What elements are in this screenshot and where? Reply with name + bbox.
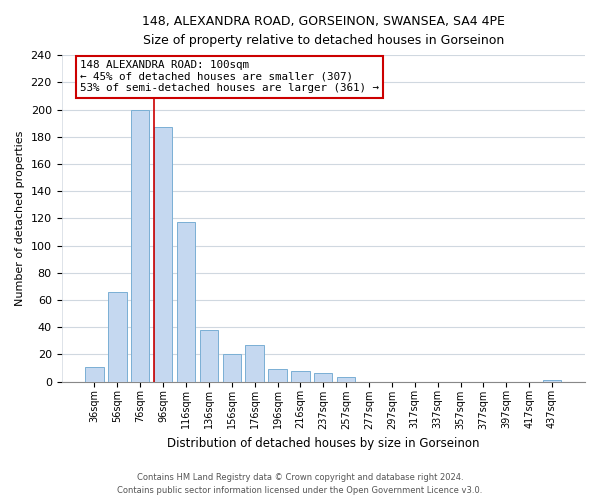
Text: Contains HM Land Registry data © Crown copyright and database right 2024.
Contai: Contains HM Land Registry data © Crown c… bbox=[118, 474, 482, 495]
Bar bbox=[314, 374, 332, 382]
Bar bbox=[108, 292, 127, 382]
Bar bbox=[291, 370, 310, 382]
Bar bbox=[337, 378, 355, 382]
Bar bbox=[177, 222, 195, 382]
Bar bbox=[223, 354, 241, 382]
Title: 148, ALEXANDRA ROAD, GORSEINON, SWANSEA, SA4 4PE
Size of property relative to de: 148, ALEXANDRA ROAD, GORSEINON, SWANSEA,… bbox=[142, 15, 505, 47]
Bar bbox=[245, 345, 264, 382]
X-axis label: Distribution of detached houses by size in Gorseinon: Distribution of detached houses by size … bbox=[167, 437, 479, 450]
Text: 148 ALEXANDRA ROAD: 100sqm
← 45% of detached houses are smaller (307)
53% of sem: 148 ALEXANDRA ROAD: 100sqm ← 45% of deta… bbox=[80, 60, 379, 93]
Bar bbox=[85, 366, 104, 382]
Bar bbox=[200, 330, 218, 382]
Y-axis label: Number of detached properties: Number of detached properties bbox=[15, 130, 25, 306]
Bar bbox=[131, 110, 149, 382]
Bar bbox=[543, 380, 561, 382]
Bar bbox=[268, 370, 287, 382]
Bar bbox=[154, 127, 172, 382]
